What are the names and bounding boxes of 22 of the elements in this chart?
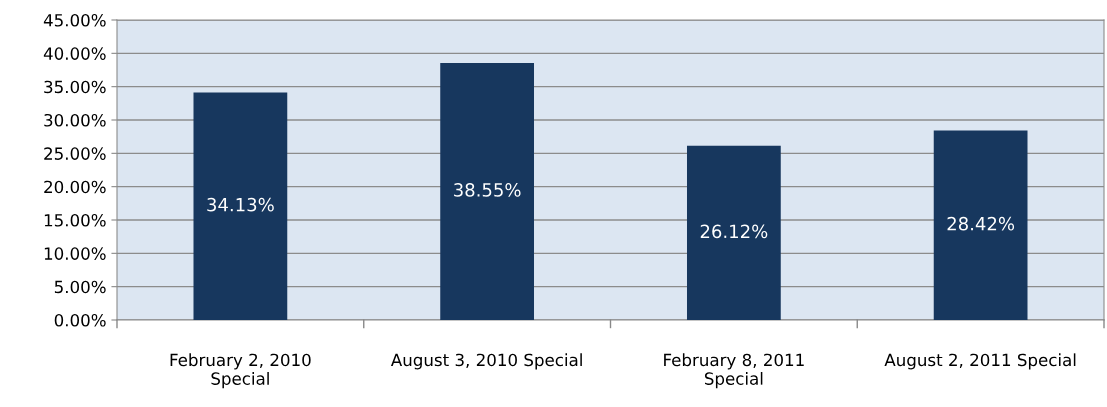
x-tick-label: February 8, 2011 Special [664,353,804,389]
y-tick-label: 30.00% [44,113,106,127]
bar [440,63,535,320]
y-tick-label: 35.00% [44,80,106,94]
y-tick-label: 10.00% [44,247,106,260]
y-tick-label: 5.00% [54,280,106,294]
x-tick-label: February 2, 2010 Special [170,353,311,389]
data-label: 26.12% [700,224,768,239]
y-tick-label: 25.00% [44,147,106,160]
bar [933,130,1028,320]
data-label: 38.55% [454,183,521,197]
y-tick-label: 20.00% [44,180,106,194]
data-label: 34.13% [207,197,274,212]
x-tick-label: August 3, 2010 Special [390,353,582,370]
data-label: 28.42% [947,216,1015,231]
x-tick-label: August 2, 2011 Special [884,353,1076,370]
y-tick-label: 0.00% [54,313,106,327]
bar [686,145,781,320]
y-tick-label: 40.00% [43,47,106,60]
y-tick-label: 15.00% [44,213,106,227]
y-tick-label: 45.00% [43,13,106,27]
bar [193,92,288,320]
